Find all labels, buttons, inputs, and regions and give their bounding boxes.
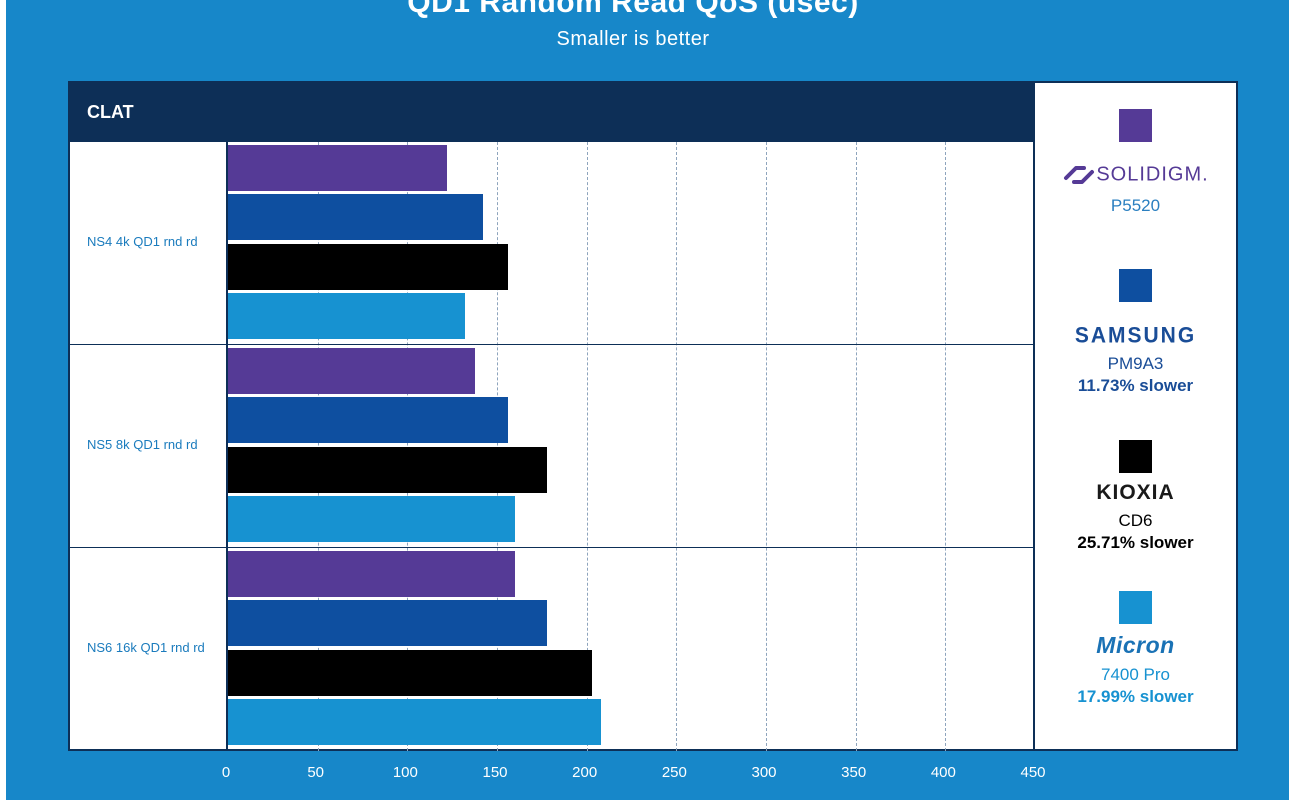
bar-solidigm [228, 145, 447, 191]
x-tick-label: 400 [930, 764, 956, 781]
bar-micron [228, 292, 465, 339]
legend-slower-note: 11.73% slower [1077, 376, 1194, 395]
x-tick-label: 350 [841, 764, 867, 781]
x-tick-label: 250 [661, 764, 687, 781]
bar-solidigm [228, 348, 476, 394]
gridline-150 [497, 142, 498, 751]
gridline-200 [586, 142, 588, 751]
legend-swatch [1119, 109, 1152, 142]
legend-model: PM9A3 [1107, 354, 1164, 373]
x-tick-label: 150 [482, 764, 508, 781]
legend-item: SOLIDIGM. P5520 [1035, 109, 1236, 216]
group-divider [70, 547, 1033, 548]
legend-swatch [1119, 591, 1152, 624]
legend-swatch [1119, 269, 1152, 302]
bar-samsung [228, 194, 483, 241]
legend-slower-note: 17.99% slower [1077, 687, 1194, 706]
gridline-300 [766, 142, 767, 751]
bar-solidigm [228, 551, 515, 597]
bar-micron [228, 698, 601, 745]
solidigm-logo-icon: SOLIDIGM. [1035, 160, 1236, 190]
legend-brand-text: SOLIDIGM. [1096, 163, 1209, 186]
chart-title: QD1 Random Read QoS (usec) [407, 0, 859, 19]
category-label: NS4 4k QD1 rnd rd [87, 233, 198, 249]
legend-item: KIOXIA CD6 25.71% slower [1035, 440, 1236, 553]
bar-kioxia [228, 649, 593, 696]
kioxia-logo: KIOXIA [1096, 481, 1175, 504]
x-tick-label: 50 [307, 764, 324, 781]
x-tick-label: 0 [221, 764, 231, 781]
legend-slower-note: 25.71% slower [1077, 533, 1194, 552]
bar-kioxia [228, 446, 548, 493]
solidigm-mark-icon [1064, 166, 1095, 184]
gridline-250 [676, 142, 678, 751]
bar-kioxia [228, 243, 508, 290]
bar-samsung [228, 397, 508, 444]
gridline-50 [317, 142, 319, 751]
legend-item: SAMSUNG PM9A3 11.73% slower [1035, 269, 1236, 396]
legend-model: P5520 [1110, 196, 1161, 215]
legend-model: 7400 Pro [1101, 665, 1170, 684]
x-tick-label: 300 [751, 764, 777, 781]
gridline-100 [407, 142, 409, 751]
y-axis-line [226, 142, 228, 751]
category-label: NS5 8k QD1 rnd rd [87, 436, 198, 452]
group-divider [70, 344, 1033, 345]
plot-header: CLAT [70, 83, 1033, 142]
x-tick-label: 200 [572, 764, 598, 781]
legend-model: CD6 [1118, 511, 1153, 530]
legend-item: Micron 7400 Pro 17.99% slower [1035, 591, 1236, 707]
x-tick-label: 450 [1020, 764, 1046, 781]
gridline-400 [945, 142, 947, 751]
gridline-350 [855, 142, 857, 751]
bar-micron [228, 495, 515, 542]
micron-logo: Micron [1096, 632, 1175, 658]
chart-subtitle: Smaller is better [556, 28, 710, 50]
legend-swatch [1119, 440, 1152, 473]
category-label: NS6 16k QD1 rnd rd [87, 639, 205, 655]
samsung-logo: SAMSUNG [1074, 323, 1197, 348]
legend: SOLIDIGM. P5520 SAMSUNG PM9A3 11.73% slower K… [1035, 81, 1238, 751]
x-tick-label: 100 [392, 764, 418, 781]
plot-area: CLAT NS4 4k QD1 rnd rd NS5 8k QD1 rnd rd N… [68, 81, 1035, 751]
bar-samsung [228, 600, 548, 647]
